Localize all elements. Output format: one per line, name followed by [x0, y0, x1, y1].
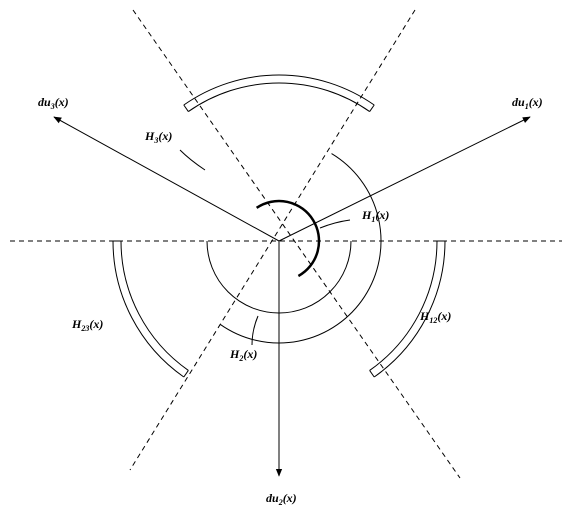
- arrow-du3: [53, 116, 280, 242]
- arc-top-cap: [183, 104, 189, 112]
- arc-top-cap: [369, 104, 375, 112]
- label-sub: 12: [429, 316, 437, 325]
- label-arg: (x): [375, 208, 389, 222]
- leader: [251, 315, 259, 346]
- label-sub: 1: [525, 102, 529, 111]
- arc-h23: [120, 240, 189, 371]
- axis-dashed: [132, 9, 461, 479]
- label: H23(x): [71, 317, 103, 333]
- arc-h2: [206, 240, 352, 314]
- arc-top: [188, 82, 370, 112]
- axis-dashed: [129, 9, 416, 471]
- label: du2(x): [266, 491, 297, 507]
- label-base: du: [512, 95, 525, 109]
- label-arg: (x): [283, 491, 297, 505]
- label: du1(x): [512, 95, 543, 111]
- label-sub: 23: [80, 324, 89, 333]
- label-arg: (x): [89, 317, 103, 331]
- arrow-du1: [278, 116, 531, 242]
- label: H2(x): [229, 347, 257, 363]
- label-sub: 3: [153, 136, 158, 145]
- label-sub: 1: [371, 215, 375, 224]
- leader: [179, 149, 206, 171]
- label-base: du: [38, 95, 51, 109]
- arc-top: [183, 74, 375, 106]
- arc-h1: [255, 199, 321, 278]
- label: H12(x): [419, 309, 451, 325]
- label-arg: (x): [158, 129, 172, 143]
- label-arg: (x): [529, 95, 543, 109]
- label: H1(x): [361, 208, 389, 224]
- label-base: du: [266, 491, 279, 505]
- label-base: H: [71, 317, 82, 331]
- label-arg: (x): [243, 347, 257, 361]
- label-arg: (x): [437, 309, 451, 323]
- label-base: H: [229, 347, 240, 361]
- label-base: H: [361, 208, 372, 222]
- label-base: H: [144, 129, 155, 143]
- label-base: H: [419, 309, 430, 323]
- arc-h12: [373, 240, 446, 378]
- label-sub: 2: [278, 498, 283, 507]
- label: du3(x): [38, 95, 69, 111]
- arc-h12-cap: [369, 370, 375, 378]
- label: H3(x): [144, 129, 172, 145]
- label-arg: (x): [55, 95, 69, 109]
- leader: [319, 219, 351, 229]
- arc-h23: [112, 240, 185, 378]
- label-sub: 3: [50, 102, 55, 111]
- label-sub: 2: [238, 354, 243, 363]
- arc-h23-cap: [183, 370, 189, 378]
- arc-h3: [220, 153, 382, 344]
- arc-h12: [369, 240, 438, 371]
